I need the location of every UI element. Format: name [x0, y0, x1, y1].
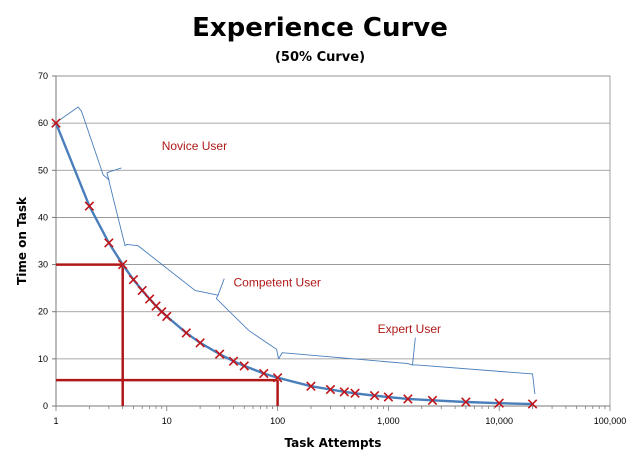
- x-axis-title: Task Attempts: [285, 436, 382, 450]
- data-point-marker: [228, 356, 239, 366]
- novice-brace: [57, 106, 128, 247]
- data-point-marker: [306, 381, 316, 391]
- data-point-marker: [181, 328, 192, 338]
- x-tick-label: 1: [53, 416, 58, 426]
- x-tick-label: 10,000: [485, 416, 513, 426]
- marker-stroke: [350, 388, 360, 399]
- marker-stroke: [181, 328, 192, 338]
- data-point-marker: [128, 274, 139, 285]
- y-tick-label: 40: [38, 212, 48, 222]
- expert-brace: [278, 337, 536, 395]
- data-point-marker: [137, 285, 147, 296]
- x-tick-label: 1,000: [377, 416, 400, 426]
- competent-brace: [126, 243, 279, 359]
- marker-stroke: [104, 238, 114, 248]
- marker-stroke: [117, 259, 128, 270]
- marker-stroke: [461, 397, 471, 407]
- data-point-marker: [117, 259, 128, 270]
- data-point-marker: [383, 392, 394, 402]
- data-point-marker: [84, 201, 95, 211]
- data-point-marker: [104, 238, 114, 248]
- marker-stroke: [156, 306, 167, 317]
- chart-subtitle: (50% Curve): [275, 50, 365, 65]
- data-point-marker: [527, 399, 538, 409]
- marker-stroke: [494, 398, 504, 408]
- data-point-marker: [350, 388, 360, 399]
- marker-stroke: [339, 387, 350, 397]
- marker-stroke: [527, 399, 538, 409]
- series-line: [54, 122, 533, 406]
- marker-stroke: [151, 301, 161, 311]
- marker-stroke: [403, 394, 413, 404]
- marker-stroke: [306, 381, 316, 391]
- data-point-marker: [339, 387, 350, 397]
- x-tick-label: 10: [162, 416, 172, 426]
- chart-title: Experience Curve: [192, 13, 448, 43]
- data-point-marker: [427, 395, 438, 406]
- marker-stroke: [84, 201, 95, 211]
- marker-stroke: [137, 285, 147, 296]
- marker-stroke: [272, 372, 283, 383]
- data-point-marker: [195, 338, 205, 348]
- data-point-marker: [51, 118, 61, 128]
- axes: 0 10 20 30 40 50 60 70 1 10 100 1,000 10,000 100,000: [38, 71, 626, 426]
- y-axis-title: Time on Task: [15, 196, 29, 285]
- marker-stroke: [128, 274, 139, 285]
- data-series: [51, 118, 538, 409]
- marker-stroke: [51, 118, 61, 128]
- marker-stroke: [228, 356, 239, 366]
- gridlines: [56, 75, 611, 406]
- data-point-marker: [214, 349, 225, 359]
- annotation-label: Expert User: [378, 322, 441, 336]
- marker-stroke: [383, 392, 394, 402]
- x-tick-label: 100,000: [594, 416, 627, 426]
- annotation-braces: [57, 106, 536, 395]
- data-point-marker: [461, 397, 471, 407]
- y-tick-label: 20: [38, 307, 48, 317]
- data-point-marker: [258, 368, 269, 379]
- annotations: Novice User Competent User Expert User: [162, 139, 441, 336]
- marker-stroke: [325, 384, 336, 395]
- marker-stroke: [144, 294, 155, 304]
- marker-stroke: [369, 390, 380, 401]
- y-tick-label: 30: [38, 260, 48, 270]
- marker-stroke: [239, 361, 250, 371]
- x-tick-label: 100: [270, 416, 285, 426]
- y-tick-label: 50: [38, 165, 48, 175]
- y-tick-label: 10: [38, 354, 48, 364]
- data-point-marker: [403, 394, 413, 404]
- reference-lines: [56, 263, 279, 406]
- annotation-label: Novice User: [162, 139, 227, 153]
- data-point-marker: [239, 361, 250, 371]
- data-point-marker: [272, 372, 283, 383]
- marker-stroke: [258, 368, 269, 379]
- marker-stroke: [214, 349, 225, 359]
- data-point-marker: [494, 398, 504, 408]
- data-point-marker: [162, 311, 172, 322]
- marker-stroke: [162, 311, 172, 322]
- y-tick-label: 60: [38, 118, 48, 128]
- data-point-marker: [369, 390, 380, 401]
- y-tick-label: 0: [43, 401, 48, 411]
- data-point-marker: [325, 384, 336, 395]
- annotation-label: Competent User: [234, 276, 321, 290]
- marker-stroke: [427, 395, 438, 406]
- y-tick-label: 70: [38, 71, 48, 81]
- marker-stroke: [195, 338, 205, 348]
